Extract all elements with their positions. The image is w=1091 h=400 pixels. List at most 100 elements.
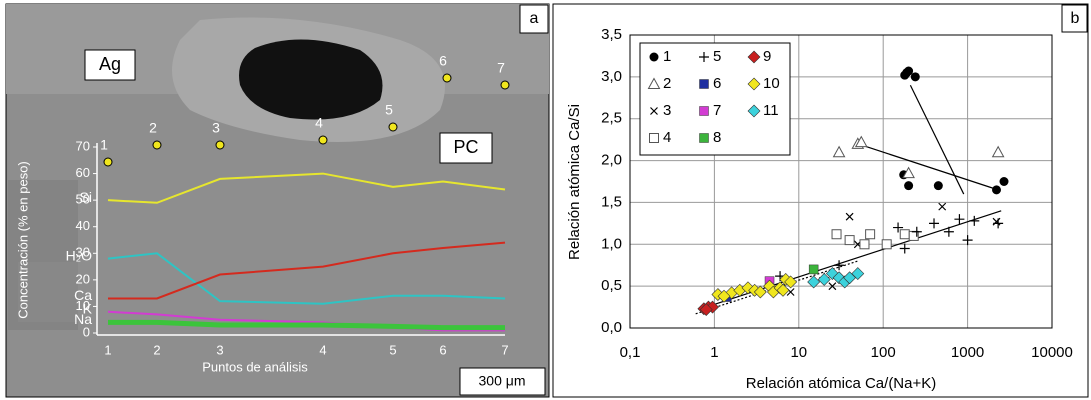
point bbox=[828, 282, 837, 291]
legend-marker bbox=[747, 104, 761, 118]
point bbox=[962, 235, 973, 246]
legend-marker bbox=[699, 79, 709, 89]
point bbox=[954, 214, 965, 225]
phase-label-box bbox=[84, 49, 136, 81]
legend-label: 11 bbox=[763, 102, 779, 119]
phase-label: Ag bbox=[99, 54, 121, 74]
point bbox=[844, 235, 855, 246]
point bbox=[969, 215, 980, 226]
point bbox=[991, 145, 1005, 158]
y-tick-label: 30 bbox=[76, 245, 90, 260]
series-line bbox=[107, 252, 506, 305]
y-tick-label: 0,0 bbox=[601, 319, 622, 336]
point bbox=[854, 135, 868, 148]
legend-label: 5 bbox=[713, 48, 721, 65]
point bbox=[832, 145, 846, 158]
image-region bbox=[18, 262, 78, 322]
point bbox=[808, 264, 819, 275]
point bbox=[817, 273, 831, 286]
legend-label: 3 bbox=[663, 102, 671, 119]
point bbox=[904, 66, 914, 76]
analysis-point bbox=[152, 140, 162, 150]
x-axis-title: Puntos de análisis bbox=[202, 359, 308, 374]
x-tick-label: 7 bbox=[501, 342, 508, 357]
panel-frame bbox=[552, 3, 1089, 398]
analysis-point bbox=[103, 157, 113, 167]
legend-marker bbox=[747, 50, 761, 64]
point bbox=[929, 218, 940, 229]
point bbox=[699, 303, 713, 317]
analysis-point bbox=[318, 135, 328, 145]
scale-bar-box bbox=[459, 367, 546, 396]
y-tick-label: 3,0 bbox=[601, 68, 622, 85]
analysis-point bbox=[442, 73, 452, 83]
trend-line bbox=[857, 143, 999, 191]
y-tick-label: 2,5 bbox=[601, 110, 622, 127]
point bbox=[893, 222, 904, 233]
point bbox=[899, 229, 910, 240]
point bbox=[904, 181, 914, 191]
point bbox=[993, 218, 1004, 229]
point bbox=[865, 229, 876, 240]
legend-marker bbox=[647, 77, 661, 89]
y-tick-label: 70 bbox=[76, 138, 90, 153]
legend-marker bbox=[747, 77, 761, 91]
analysis-point bbox=[388, 122, 398, 132]
series-line bbox=[107, 310, 505, 332]
panel-label-box bbox=[1061, 4, 1088, 33]
analysis-point bbox=[215, 140, 225, 150]
y-tick-label: 0,5 bbox=[601, 277, 622, 294]
x-tick-label: 4 bbox=[319, 342, 326, 357]
legend-marker bbox=[650, 107, 658, 115]
series-label: Ca bbox=[74, 287, 92, 303]
phase-label: PC bbox=[453, 137, 478, 157]
legend-marker bbox=[649, 133, 659, 143]
panel-label-box bbox=[519, 4, 549, 34]
x-tick-label: 0,1 bbox=[620, 344, 641, 361]
point bbox=[834, 260, 845, 271]
point bbox=[776, 283, 790, 297]
legend-label: 10 bbox=[763, 75, 780, 92]
x-tick-label: 5 bbox=[389, 342, 396, 357]
y-tick-label: 1,0 bbox=[601, 235, 622, 252]
series-label: H₂O bbox=[66, 247, 93, 263]
point bbox=[831, 229, 842, 240]
pore bbox=[239, 39, 383, 120]
legend-box bbox=[639, 42, 791, 156]
point bbox=[717, 289, 731, 303]
x-tick-label: 1000 bbox=[951, 344, 984, 361]
y-tick-label: 20 bbox=[76, 271, 90, 286]
y-tick-label: 60 bbox=[76, 165, 90, 180]
point bbox=[843, 271, 857, 285]
point bbox=[784, 275, 798, 289]
analysis-point bbox=[500, 80, 510, 90]
phase-label-box bbox=[439, 132, 493, 164]
x-axis-title: Relación atómica Ca/(Na+K) bbox=[746, 375, 937, 392]
x-tick-label: 6 bbox=[439, 342, 446, 357]
legend-marker bbox=[699, 52, 709, 62]
point bbox=[933, 181, 943, 191]
x-tick-label: 2 bbox=[153, 342, 160, 357]
point bbox=[881, 239, 892, 250]
y-axis-title: Relación atómica Ca/Si bbox=[566, 104, 583, 260]
plot-frame bbox=[629, 34, 1053, 329]
series-line bbox=[108, 319, 505, 331]
analysis-point-label: 2 bbox=[149, 120, 157, 136]
series-label: Na bbox=[74, 311, 92, 327]
scale-bar: 300 μm bbox=[479, 373, 526, 389]
legend-label: 7 bbox=[713, 102, 721, 119]
point bbox=[943, 226, 954, 237]
legend-marker bbox=[699, 106, 709, 116]
point bbox=[911, 226, 922, 237]
panel-a: a Ag PC 300 μm Puntos de análisis Concen… bbox=[5, 3, 550, 398]
y-tick-label: 0 bbox=[83, 324, 90, 339]
point bbox=[938, 202, 947, 211]
x-tick-label: 10000 bbox=[1031, 344, 1073, 361]
series-label: K bbox=[83, 300, 93, 316]
point bbox=[859, 239, 870, 250]
x-tick-label: 3 bbox=[216, 342, 223, 357]
point bbox=[807, 275, 821, 289]
y-axis-title: Concentración (% en peso) bbox=[15, 161, 30, 319]
panel-label: a bbox=[530, 10, 539, 27]
point bbox=[845, 212, 854, 221]
